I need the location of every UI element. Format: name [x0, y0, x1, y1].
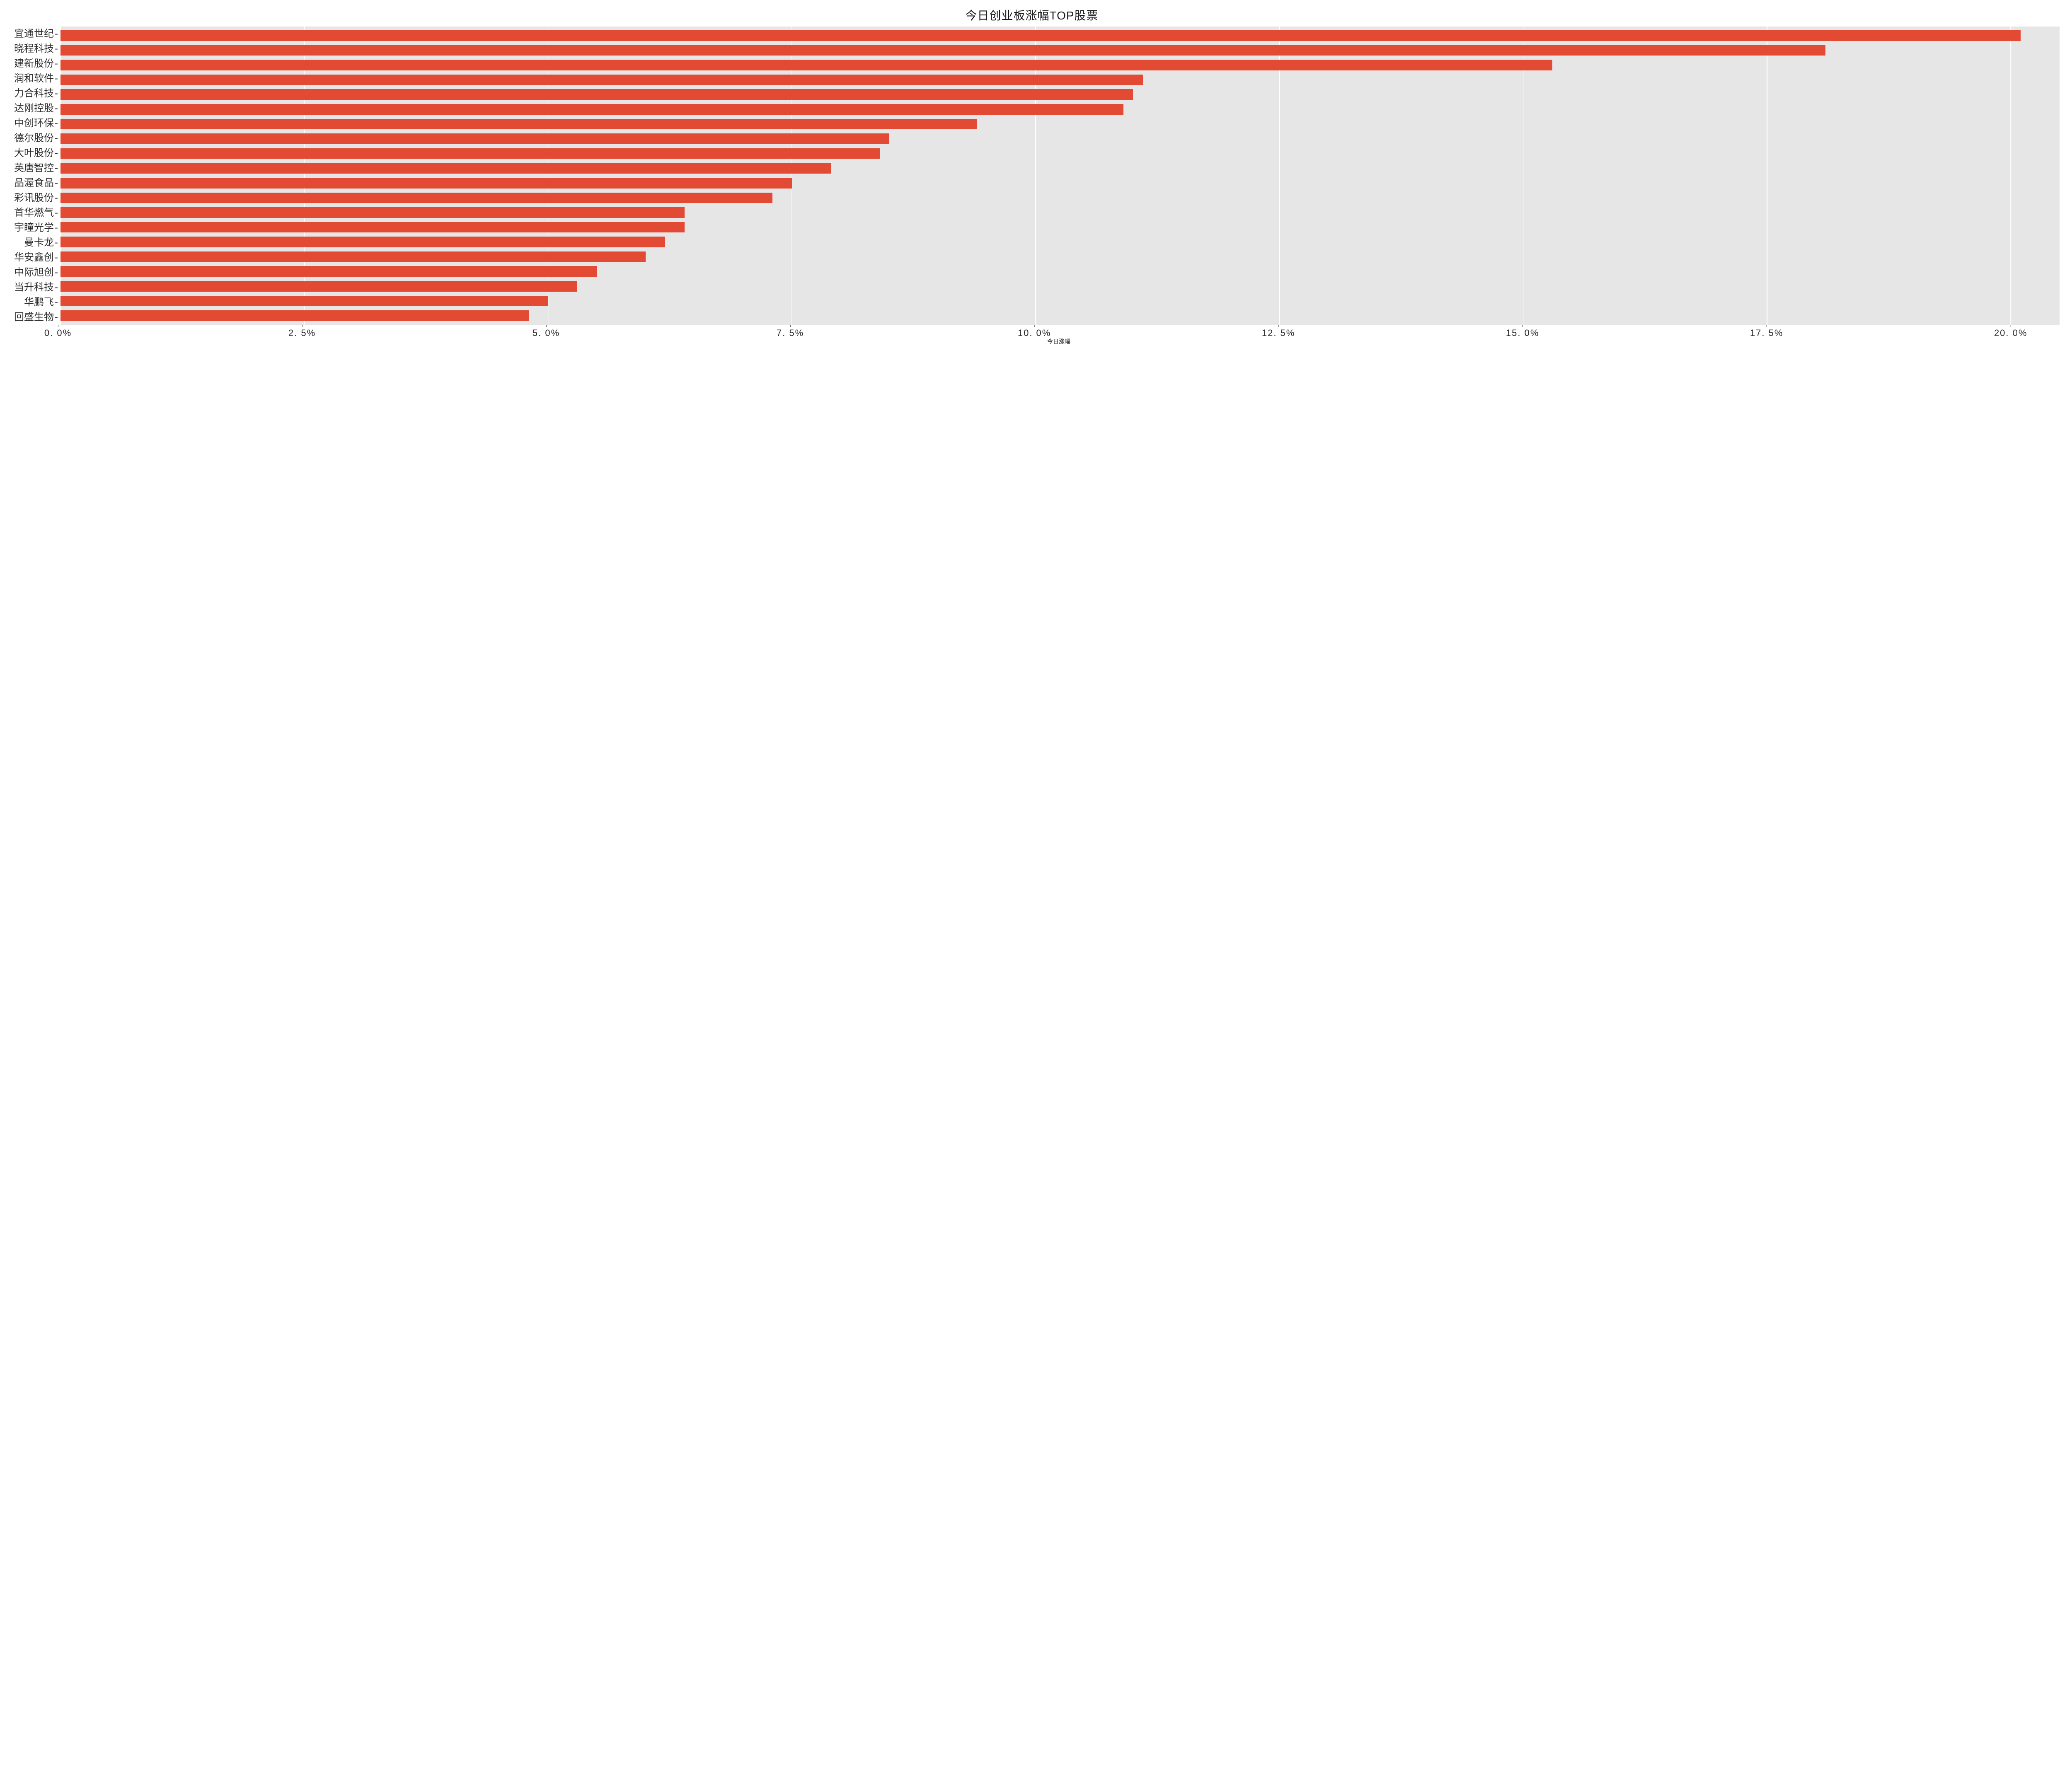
x-tick-label: 0. 0%: [44, 328, 72, 338]
bar: [61, 310, 529, 321]
x-tick: 17. 5%: [1750, 325, 1784, 338]
bar-slot: [61, 87, 2060, 102]
x-tick: 12. 5%: [1262, 325, 1295, 338]
x-axis-title: 今日涨幅: [58, 337, 2060, 346]
bar: [61, 237, 665, 247]
bar: [61, 193, 772, 203]
x-tick-label: 15. 0%: [1506, 328, 1539, 338]
bar-slot: [61, 102, 2060, 117]
bar: [61, 222, 685, 233]
y-tick-label: 首华燃气: [4, 208, 58, 218]
y-tick-label: 华安鑫创: [4, 253, 58, 263]
x-axis: 0. 0%2. 5%5. 0%7. 5%10. 0%12. 5%15. 0%17…: [58, 325, 2060, 337]
bar-slot: [61, 146, 2060, 161]
x-tick-label: 2. 5%: [288, 328, 316, 338]
plot-panel: [61, 27, 2060, 325]
bar: [61, 148, 880, 159]
y-tick-label: 曼卡龙: [4, 238, 58, 248]
y-tick-label: 品渥食品: [4, 178, 58, 188]
bar: [61, 104, 1123, 115]
bar: [61, 75, 1143, 85]
bar-slot: [61, 249, 2060, 264]
bar: [61, 45, 1825, 56]
bar-slot: [61, 58, 2060, 73]
x-tick-mark: [546, 325, 547, 327]
bar: [61, 30, 2021, 41]
bar-slot: [61, 264, 2060, 279]
bar-slot: [61, 191, 2060, 205]
x-tick-mark: [790, 325, 791, 327]
x-tick-label: 20. 0%: [1994, 328, 2028, 338]
bar-slot: [61, 131, 2060, 146]
y-tick-label: 中际旭创: [4, 268, 58, 278]
bar-slot: [61, 205, 2060, 220]
bar: [61, 178, 792, 189]
bar-slot: [61, 294, 2060, 309]
x-tick: 20. 0%: [1994, 325, 2028, 338]
x-tick-mark: [302, 325, 303, 327]
x-tick: 2. 5%: [288, 325, 316, 338]
x-tick-label: 7. 5%: [777, 328, 804, 338]
bar-slot: [61, 220, 2060, 235]
y-tick-label: 彩讯股份: [4, 193, 58, 203]
y-tick-label: 建新股份: [4, 59, 58, 69]
x-tick-label: 17. 5%: [1750, 328, 1784, 338]
bar-slot: [61, 73, 2060, 87]
bar: [61, 60, 1552, 70]
x-tick-mark: [1278, 325, 1279, 327]
x-tick-label: 5. 0%: [533, 328, 560, 338]
y-tick-label: 回盛生物: [4, 312, 58, 322]
bar-slot: [61, 279, 2060, 294]
bar: [61, 251, 646, 262]
x-title-spacer: [4, 337, 58, 346]
bar: [61, 296, 548, 307]
y-tick-label: 晓程科技: [4, 44, 58, 54]
bar-slot: [61, 161, 2060, 176]
bar: [61, 119, 977, 130]
bar-slot: [61, 235, 2060, 249]
x-tick-label: 12. 5%: [1262, 328, 1295, 338]
x-tick: 15. 0%: [1506, 325, 1539, 338]
x-tick: 7. 5%: [777, 325, 804, 338]
y-tick-label: 润和软件: [4, 74, 58, 84]
x-tick: 0. 0%: [44, 325, 72, 338]
y-axis: 宜通世纪晓程科技建新股份润和软件力合科技达刚控股中创环保德尔股份大叶股份英唐智控…: [4, 27, 61, 325]
bars-layer: [61, 27, 2060, 325]
y-tick-label: 力合科技: [4, 89, 58, 99]
bar-slot: [61, 176, 2060, 191]
y-tick-label: 宇瞳光学: [4, 223, 58, 233]
y-tick-label: 大叶股份: [4, 148, 58, 158]
plot-row: 宜通世纪晓程科技建新股份润和软件力合科技达刚控股中创环保德尔股份大叶股份英唐智控…: [4, 27, 2060, 325]
y-tick-label: 德尔股份: [4, 133, 58, 143]
chart-title: 今日创业板涨幅TOP股票: [4, 7, 2060, 23]
y-tick-label: 当升科技: [4, 283, 58, 293]
y-tick-label: 华鹏飞: [4, 297, 58, 307]
bar: [61, 133, 889, 144]
y-tick-label: 达刚控股: [4, 104, 58, 114]
bar: [61, 89, 1133, 100]
x-tick-mark: [1034, 325, 1035, 327]
bar: [61, 207, 685, 218]
bar-slot: [61, 43, 2060, 58]
x-tick-label: 10. 0%: [1018, 328, 1051, 338]
x-title-row: 今日涨幅: [4, 337, 2060, 346]
bar: [61, 163, 831, 174]
y-tick-label: 中创环保: [4, 118, 58, 128]
bar: [61, 266, 597, 277]
y-tick-label: 宜通世纪: [4, 29, 58, 39]
x-axis-row: 0. 0% 2. 5% 5. 0% 7. 5% 10. 0% 12. 5% 15. 0% 17…: [4, 325, 2060, 337]
x-tick: 10. 0%: [1018, 325, 1051, 338]
bar: [61, 281, 577, 292]
bar-slot: [61, 117, 2060, 132]
y-tick-label: 英唐智控: [4, 163, 58, 173]
bar-slot: [61, 28, 2060, 43]
chart-container: 今日创业板涨幅TOP股票 宜通世纪晓程科技建新股份润和软件力合科技达刚控股中创环…: [0, 0, 2072, 350]
bar-slot: [61, 308, 2060, 323]
x-tick: 5. 0%: [533, 325, 560, 338]
